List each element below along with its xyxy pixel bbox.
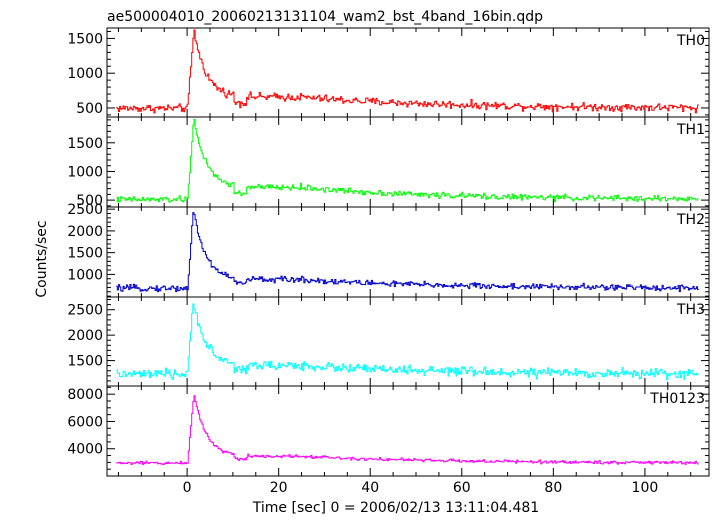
series-label: TH3 (676, 302, 705, 318)
x-tick-label: 60 (453, 480, 471, 496)
y-tick-label: 1500 (67, 354, 103, 370)
y-tick-label: 2000 (67, 224, 103, 240)
y-axis-label: Counts/sec (34, 220, 50, 297)
panel-frame (106, 27, 710, 118)
series-label: TH0123 (649, 391, 705, 407)
panel-frame (106, 116, 710, 208)
series-line-th1 (116, 118, 699, 203)
y-tick-label: 8000 (67, 387, 103, 403)
series-line-th3 (116, 303, 699, 381)
panel-frame (106, 385, 710, 477)
y-tick-label: 1500 (67, 136, 103, 152)
series-label: TH1 (676, 122, 705, 138)
panel-th0: 500 1000 1500 TH0 (67, 27, 710, 118)
x-tick-label: 100 (632, 480, 659, 496)
panel-th2: 1000 1500 2000 2500 TH2 (67, 202, 710, 298)
series-line-th2 (116, 212, 699, 293)
y-tick-label: 1000 (67, 66, 103, 82)
series-label: TH2 (676, 212, 705, 228)
panel-th1: 500 1000 1500 TH1 (67, 116, 710, 209)
panel-th3: 1500 2000 2500 TH3 (67, 296, 710, 387)
x-axis-label: Time [sec] 0 = 2006/02/13 13:11:04.481 (252, 500, 539, 516)
series-line-th0123 (116, 395, 699, 465)
series-line-th0 (116, 29, 699, 114)
x-tick-label: 40 (361, 480, 379, 496)
chart-title: ae500004010_20060213131104_wam2_bst_4ban… (107, 9, 543, 25)
y-tick-label: 1000 (67, 164, 103, 180)
y-tick-label: 500 (76, 193, 103, 209)
x-tick-label: 0 (183, 480, 192, 496)
x-tick-label: 80 (544, 480, 562, 496)
y-tick-label: 1000 (67, 267, 103, 283)
panel-th0123: 4000 6000 8000 TH0123 (67, 385, 710, 477)
x-tick-label: 20 (270, 480, 288, 496)
y-tick-label: 1500 (67, 31, 103, 47)
series-label: TH0 (676, 33, 705, 49)
y-tick-label: 1500 (67, 246, 103, 262)
y-tick-label: 2500 (67, 303, 103, 319)
y-tick-label: 2000 (67, 328, 103, 344)
y-tick-label: 6000 (67, 414, 103, 430)
y-tick-label: 500 (76, 101, 103, 117)
y-tick-label: 4000 (67, 442, 103, 458)
y-tick-label: 2500 (67, 202, 103, 218)
